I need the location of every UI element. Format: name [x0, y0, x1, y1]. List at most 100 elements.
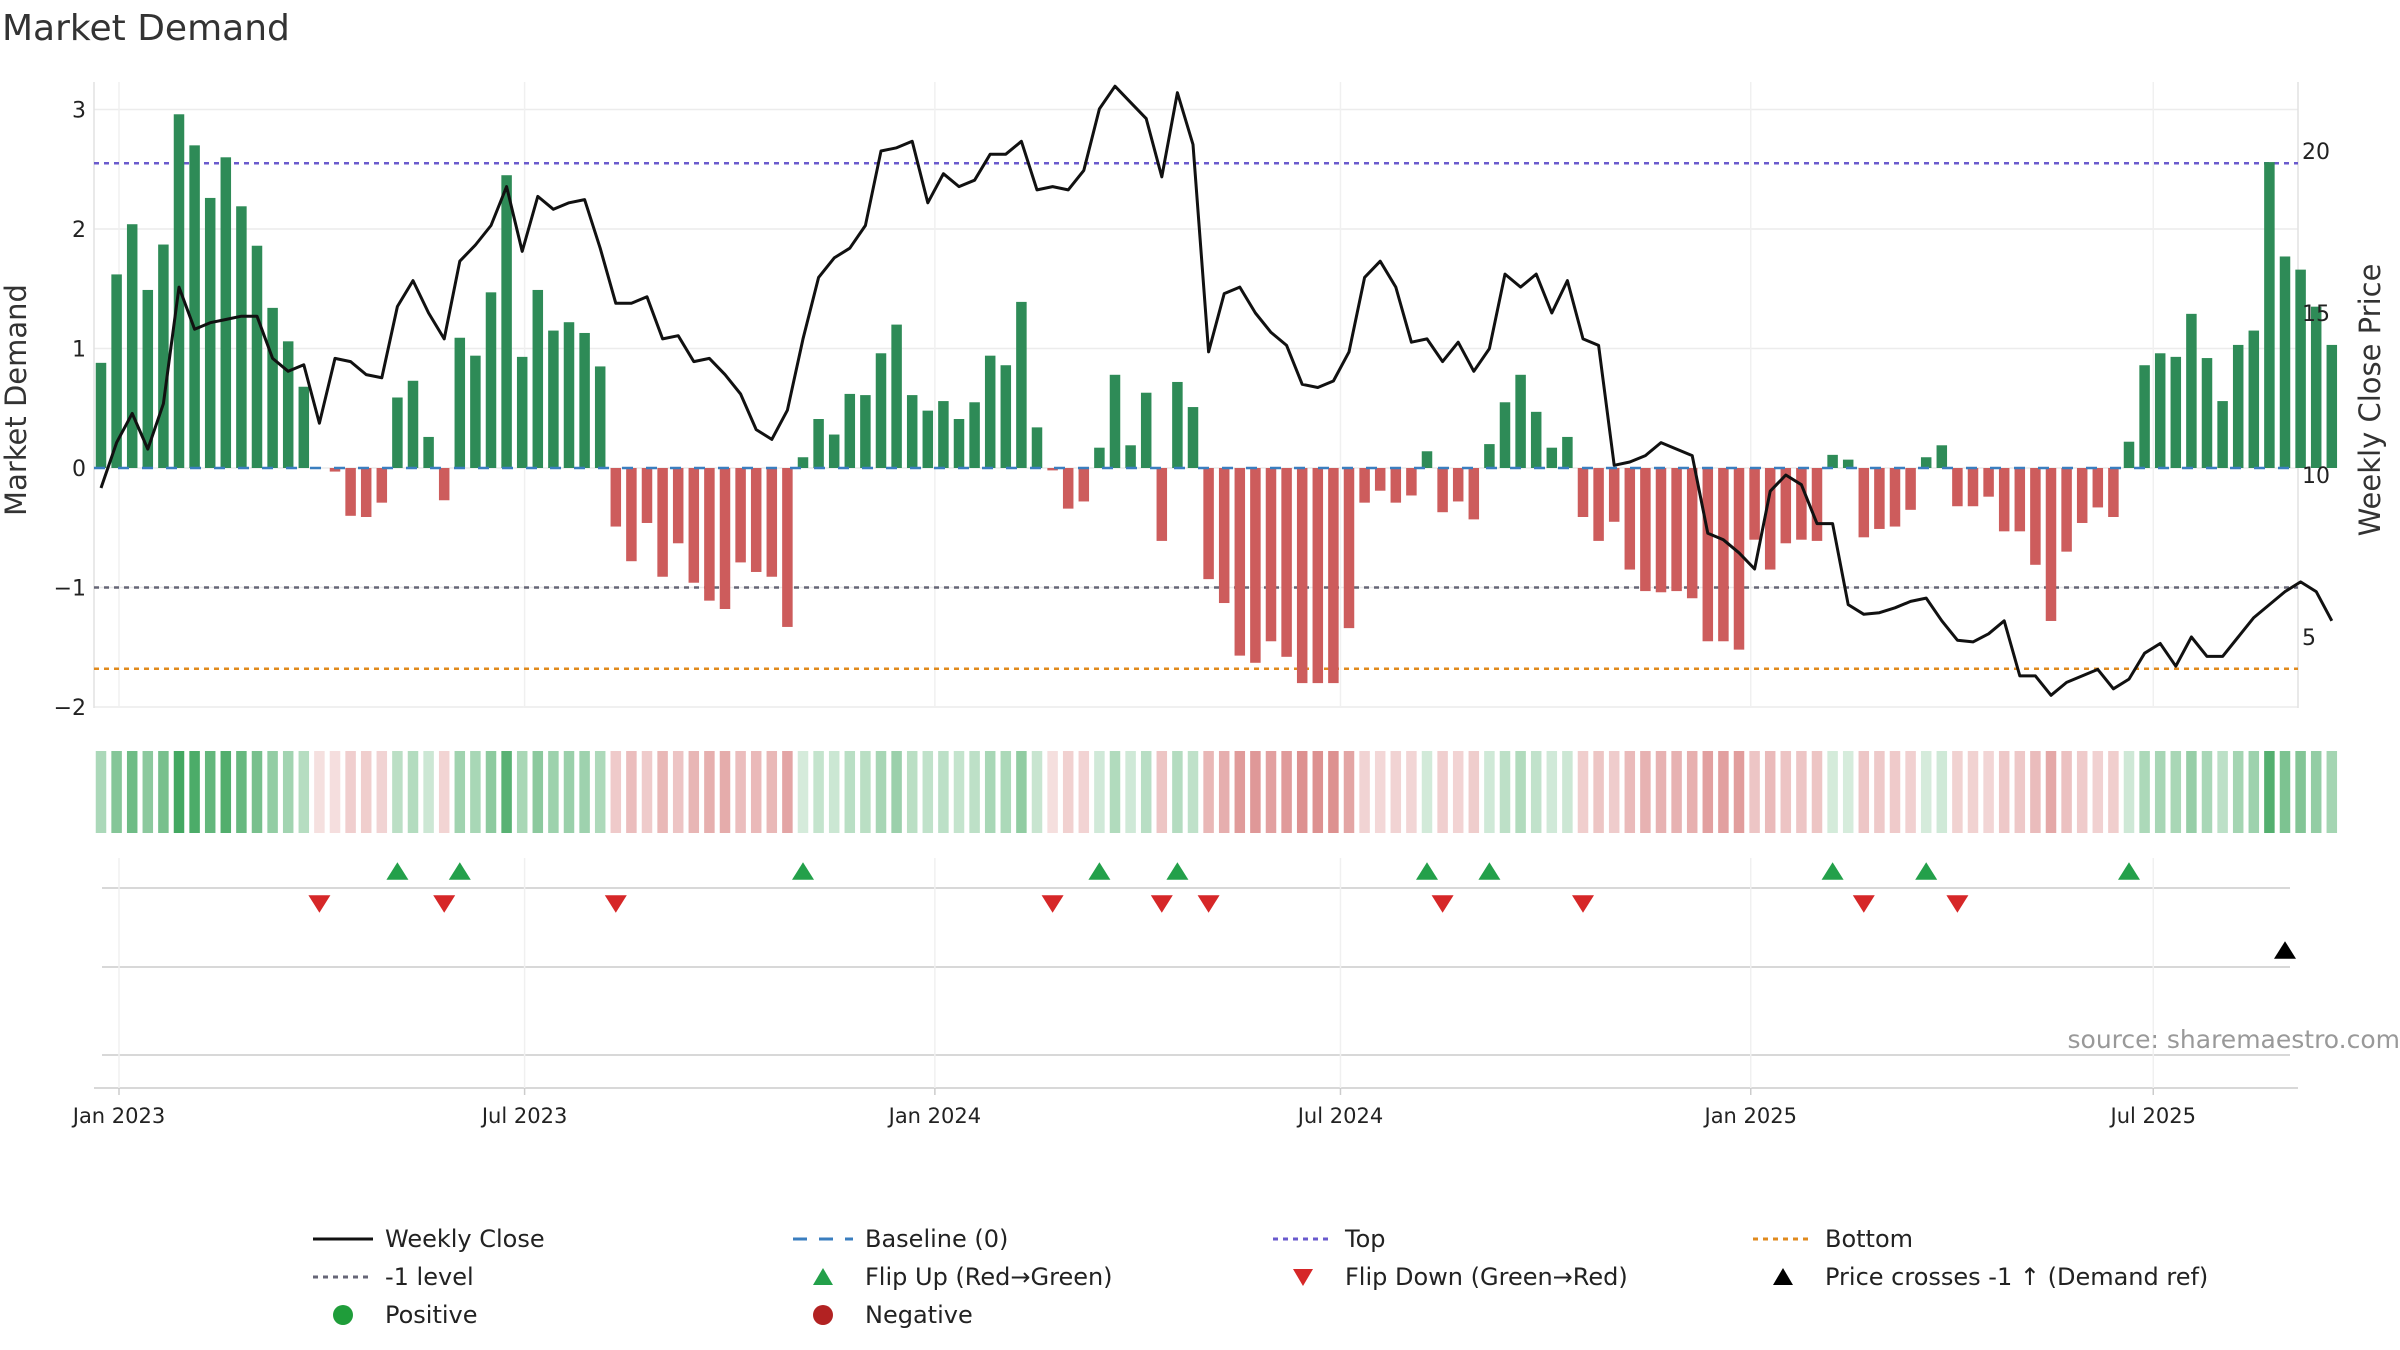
positive-bar	[111, 274, 122, 468]
strip-cell	[298, 751, 310, 833]
negative-bar	[1374, 468, 1386, 491]
strip-cell	[984, 751, 996, 833]
legend-label: -1 level	[385, 1263, 474, 1291]
positive-bar	[516, 356, 528, 468]
negative-bar	[360, 468, 372, 517]
strip-cell	[220, 751, 232, 833]
strip-cell	[2310, 751, 2322, 833]
strip-cell	[485, 751, 497, 833]
left-tick-label: 0	[72, 457, 86, 482]
strip-cell	[189, 751, 200, 833]
legend-label: Positive	[385, 1301, 478, 1329]
positive-bar	[1187, 407, 1199, 468]
strip-cell	[1374, 751, 1386, 833]
negative-bar	[735, 468, 746, 563]
strip-cell	[797, 751, 809, 833]
right-y-axis: 20 15 10 5	[2302, 140, 2330, 651]
negative-bar	[1281, 468, 1292, 657]
strip-cell	[750, 751, 762, 833]
strip-cell	[610, 751, 622, 833]
legend-label: Bottom	[1825, 1225, 1913, 1253]
strip-cell	[236, 751, 247, 833]
negative-bar	[1952, 468, 1963, 507]
left-tick-label: 3	[72, 99, 86, 124]
positive-bar	[2232, 344, 2244, 468]
positive-bar	[158, 244, 169, 468]
positive-bar	[1094, 447, 1105, 468]
positive-bar	[1827, 454, 1838, 468]
x-tick-label: Jan 2023	[71, 1104, 166, 1128]
negative-bar	[1390, 468, 1402, 503]
negative-bar	[1343, 468, 1355, 629]
negative-bar	[610, 468, 622, 527]
flip-up-marker	[792, 862, 814, 880]
negative-bar	[1718, 468, 1729, 642]
strip-cell	[501, 751, 512, 833]
legend-item-top: Top	[1273, 1225, 1386, 1253]
strip-cell	[532, 751, 544, 833]
strip-cell	[563, 751, 575, 833]
strip-cell	[860, 751, 871, 833]
demand-bars	[95, 114, 2338, 684]
legend-swatch	[813, 1268, 833, 1285]
strip-cell	[828, 751, 840, 833]
negative-bar	[1624, 468, 1636, 570]
legend-item-weekly-close: Weekly Close	[313, 1225, 545, 1253]
legend-swatch	[813, 1305, 833, 1325]
flip-up-marker	[1088, 862, 1111, 880]
positive-bar	[454, 337, 466, 468]
positive-bar	[236, 206, 247, 469]
strip-cell	[641, 751, 653, 833]
negative-bar	[1296, 468, 1308, 684]
negative-bar	[1250, 468, 1261, 663]
positive-bar	[797, 457, 809, 468]
negative-bar	[2014, 468, 2026, 532]
positive-bar	[563, 322, 575, 468]
positive-bar	[594, 366, 606, 468]
positive-bar	[2310, 306, 2322, 468]
strip-cell	[1312, 751, 1324, 833]
strip-cell	[1530, 751, 1542, 833]
flip-up-marker	[1416, 862, 1438, 880]
strip-cell	[111, 751, 122, 833]
negative-bar	[626, 468, 637, 562]
strip-cell	[1094, 751, 1105, 833]
flip-up-marker	[1821, 862, 1844, 880]
positive-bar	[1140, 392, 1152, 468]
positive-bar	[2186, 313, 2197, 468]
strip-cell	[922, 751, 934, 833]
strip-cell	[126, 751, 138, 833]
flip-up-marker	[2118, 862, 2140, 880]
negative-bar	[1733, 468, 1745, 650]
strip-cell	[173, 751, 185, 833]
positive-bar	[251, 245, 263, 468]
strip-cell	[1515, 751, 1526, 833]
negative-bar	[329, 468, 341, 472]
strip-cell	[813, 751, 824, 833]
strip-cell	[1234, 751, 1246, 833]
strip-cell	[1640, 751, 1651, 833]
strip-cell	[1406, 751, 1417, 833]
legend-item-minus-one: -1 level	[313, 1263, 474, 1291]
negative-bar	[672, 468, 684, 544]
strip-cell	[470, 751, 481, 833]
negative-bar	[1452, 468, 1464, 502]
event-panels	[94, 858, 2298, 1089]
strip-cell	[282, 751, 294, 833]
right-tick-label: 15	[2302, 302, 2330, 327]
negative-bar	[1998, 468, 2010, 532]
legend-label: Weekly Close	[385, 1225, 545, 1253]
negative-bar	[1780, 468, 1792, 544]
strip-cell	[1671, 751, 1682, 833]
positive-bar	[1172, 381, 1183, 468]
strip-cell	[1827, 751, 1838, 833]
strip-cell	[1608, 751, 1620, 833]
strip-cell	[735, 751, 746, 833]
flip-up-marker	[386, 862, 409, 880]
x-tick-label: Jul 2024	[1296, 1104, 1383, 1128]
strip-cell	[392, 751, 403, 833]
strip-cell	[1140, 751, 1152, 833]
negative-bar	[641, 468, 653, 523]
demand-heat-strip	[95, 751, 2338, 833]
negative-bar	[1671, 468, 1682, 592]
